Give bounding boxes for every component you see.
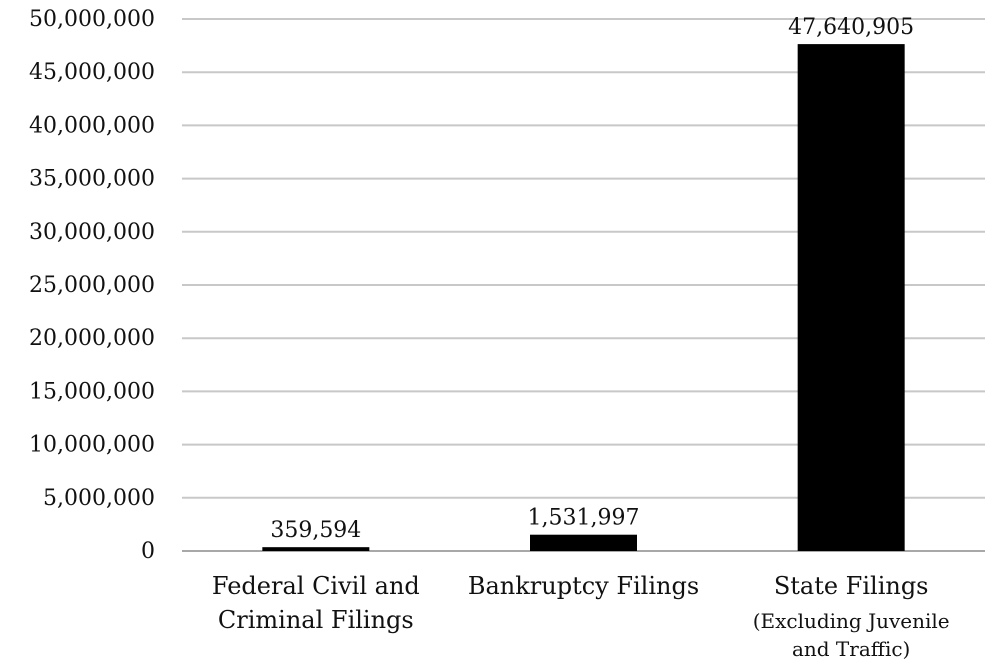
bars (262, 44, 905, 551)
y-tick-label: 50,000,000 (29, 7, 155, 32)
x-axis: Federal Civil and Criminal Filings Bankrup… (212, 572, 950, 661)
y-tick-label: 30,000,000 (29, 220, 155, 245)
bar-value-label: 1,531,997 (528, 506, 640, 531)
y-tick-label: 5,000,000 (43, 486, 155, 511)
bar-value-label: 47,640,905 (788, 15, 914, 40)
y-tick-label: 15,000,000 (29, 379, 155, 404)
x-category-label: State Filings (774, 572, 929, 600)
x-category-label: and Traffic) (792, 637, 910, 661)
x-category-label: Federal Civil and (212, 572, 420, 600)
y-tick-label: 10,000,000 (29, 433, 155, 458)
value-labels: 359,594 1,531,997 47,640,905 (270, 15, 914, 543)
y-tick-label: 25,000,000 (29, 273, 155, 298)
bar (797, 44, 905, 551)
y-tick-label: 40,000,000 (29, 113, 155, 138)
y-tick-label: 45,000,000 (29, 60, 155, 85)
x-category-label: Bankruptcy Filings (468, 572, 699, 600)
y-axis: 0 5,000,000 10,000,000 15,000,000 20,000,000… (29, 7, 155, 564)
bar (530, 534, 637, 551)
y-tick-label: 20,000,000 (29, 326, 155, 351)
x-category-label: (Excluding Juvenile (753, 609, 950, 633)
y-tick-label: 35,000,000 (29, 167, 155, 192)
bar (262, 547, 370, 551)
bar-value-label: 359,594 (270, 518, 361, 543)
y-tick-label: 0 (141, 539, 155, 564)
x-category-label: Criminal Filings (218, 606, 414, 634)
